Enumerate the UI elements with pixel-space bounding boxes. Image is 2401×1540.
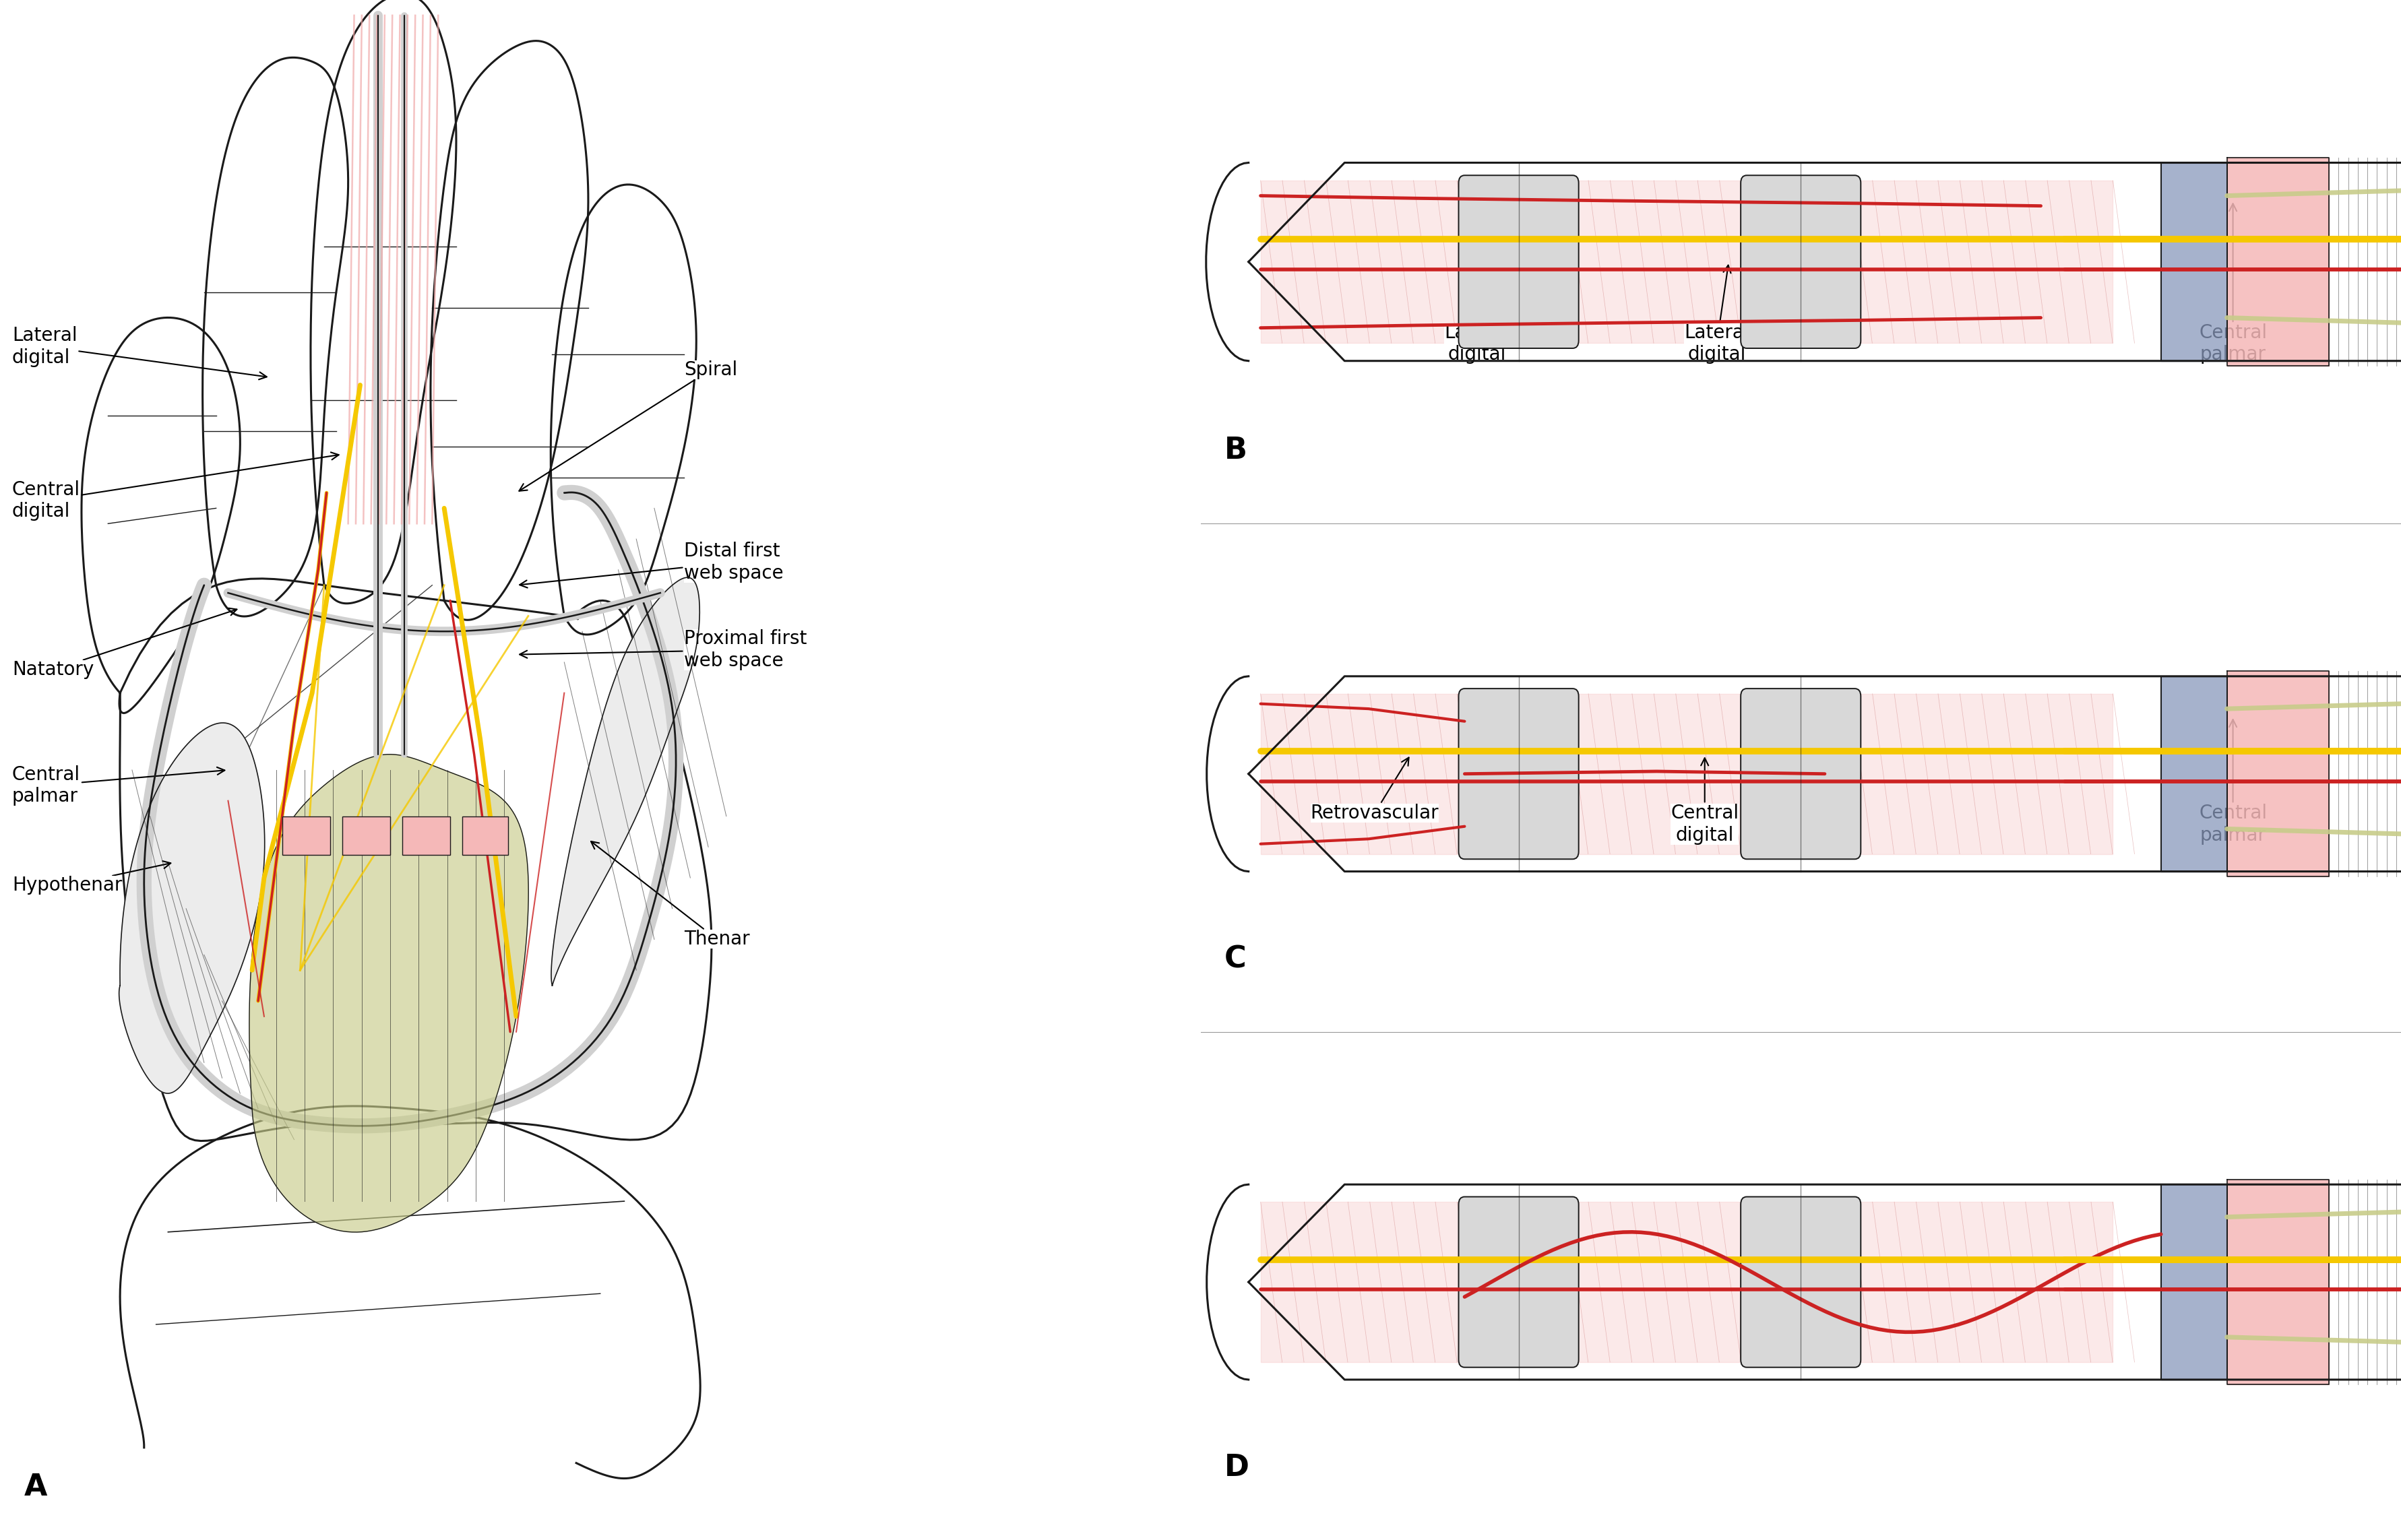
FancyBboxPatch shape [1741, 176, 1861, 348]
Polygon shape [1208, 1184, 2401, 1380]
Bar [403, 816, 451, 855]
Polygon shape [2228, 671, 2329, 876]
FancyBboxPatch shape [1460, 688, 1580, 859]
Polygon shape [550, 185, 696, 634]
Polygon shape [2161, 1184, 2228, 1380]
Polygon shape [2161, 163, 2228, 360]
Bar [461, 816, 509, 855]
Polygon shape [1261, 1201, 2113, 1361]
FancyBboxPatch shape [1460, 1197, 1580, 1368]
Text: Central
digital: Central digital [12, 453, 339, 521]
Text: Lateral
digital: Lateral digital [1683, 265, 1750, 363]
Polygon shape [430, 42, 588, 621]
Text: Central
digital: Central digital [1671, 758, 1738, 844]
Text: C: C [1225, 946, 1246, 973]
Polygon shape [82, 317, 240, 713]
Polygon shape [552, 578, 699, 986]
Text: B: B [1225, 436, 1249, 465]
FancyBboxPatch shape [1741, 1197, 1861, 1368]
Text: Central
palmar: Central palmar [2199, 203, 2267, 363]
Text: Hypothenar: Hypothenar [12, 861, 170, 895]
Bar [283, 816, 329, 855]
Polygon shape [120, 1106, 701, 1478]
Polygon shape [120, 722, 264, 1093]
Polygon shape [250, 755, 528, 1232]
Polygon shape [1261, 693, 2113, 853]
Text: Central
palmar: Central palmar [12, 765, 226, 805]
Polygon shape [202, 57, 348, 616]
Text: Lateral
digital: Lateral digital [1443, 265, 1534, 363]
Text: Distal first
web space: Distal first web space [519, 542, 783, 588]
Polygon shape [2228, 1180, 2329, 1384]
Polygon shape [1205, 163, 2401, 360]
Polygon shape [120, 579, 711, 1141]
FancyBboxPatch shape [1741, 688, 1861, 859]
Text: A: A [24, 1472, 48, 1502]
Polygon shape [2228, 157, 2329, 367]
Polygon shape [310, 0, 456, 604]
Text: Lateral
digital: Lateral digital [12, 326, 267, 379]
Bar [461, 816, 509, 855]
Polygon shape [2161, 676, 2228, 872]
Bar [341, 816, 389, 855]
Bar [403, 816, 451, 855]
Polygon shape [1261, 180, 2113, 343]
Text: Spiral: Spiral [1798, 1258, 1851, 1335]
Text: Natatory: Natatory [12, 608, 238, 679]
Text: Central
palmar: Central palmar [2199, 719, 2267, 844]
Text: Spiral: Spiral [519, 360, 737, 491]
Polygon shape [1208, 676, 2401, 872]
Text: Retrovascular: Retrovascular [1311, 758, 1438, 822]
Text: Thenar: Thenar [591, 841, 749, 949]
FancyBboxPatch shape [1460, 176, 1580, 348]
Bar [341, 816, 389, 855]
Bar [283, 816, 329, 855]
Text: Proximal first
web space: Proximal first web space [519, 630, 807, 670]
Text: D: D [1225, 1454, 1249, 1481]
